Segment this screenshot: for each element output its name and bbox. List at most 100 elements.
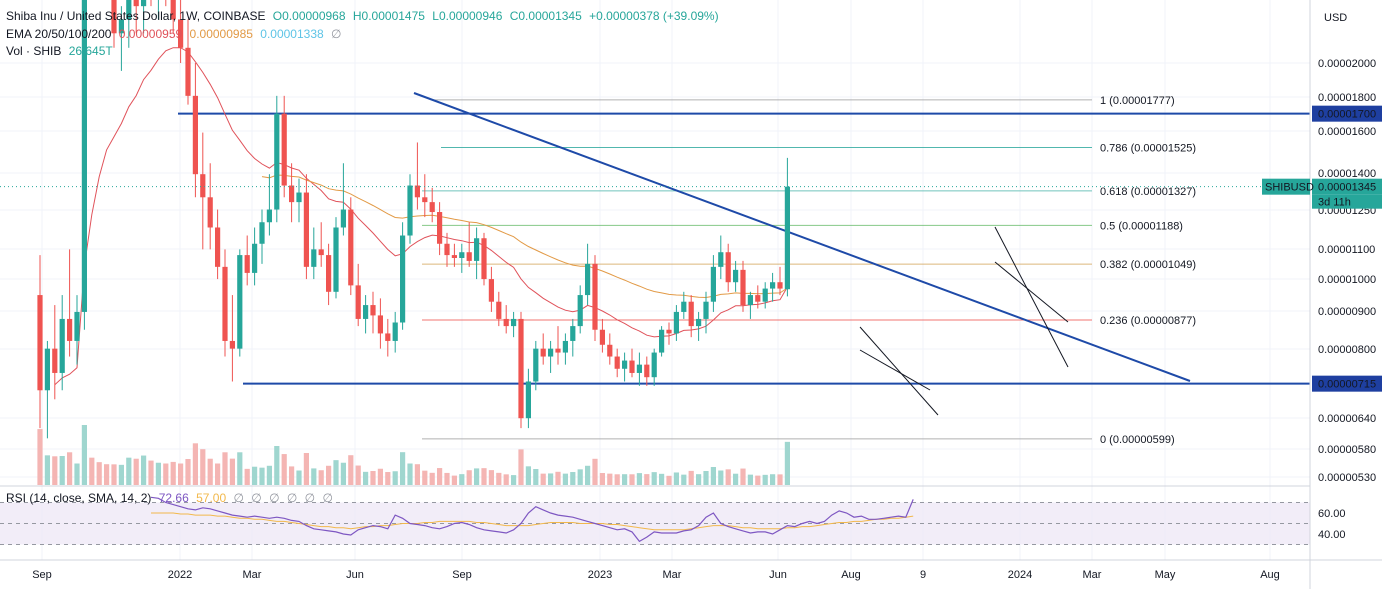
candle-body <box>659 329 665 353</box>
time-tick: 9 <box>920 569 926 581</box>
candle-body <box>725 252 731 283</box>
volume-bar <box>585 465 591 485</box>
candle-body <box>555 348 561 353</box>
ema50-line <box>261 174 788 299</box>
candle-body <box>370 305 376 316</box>
volume-bar <box>222 452 228 485</box>
volume-bar <box>496 472 502 485</box>
volume-bar <box>377 468 383 485</box>
volume-bar <box>237 452 243 485</box>
candle-body <box>340 209 346 228</box>
rsi-empty-2: ∅ <box>251 491 262 505</box>
volume-bar <box>755 475 761 485</box>
volume-bar <box>81 425 87 485</box>
candle-body <box>607 344 613 357</box>
price-tick: 0.00000800 <box>1318 344 1376 356</box>
volume-bar <box>111 464 117 485</box>
volume-bar <box>303 453 309 485</box>
candle-body <box>681 301 687 312</box>
fib-label: 1 (0.00001777) <box>1100 95 1175 107</box>
candle-body <box>481 238 487 280</box>
volume-bar <box>252 466 258 485</box>
volume-bar <box>488 470 494 485</box>
candle-body <box>185 47 191 96</box>
volume-bar <box>784 441 790 485</box>
volume-bar <box>289 466 295 485</box>
time-tick: May <box>1155 569 1176 581</box>
volume-bar <box>725 469 731 485</box>
volume-bar <box>666 475 672 485</box>
rsi-empty-1: ∅ <box>233 491 244 505</box>
volume-bar <box>451 475 457 485</box>
rsi-empty-6: ∅ <box>322 491 333 505</box>
time-tick: 2022 <box>168 569 192 581</box>
volume-bar <box>89 457 95 485</box>
candle-body <box>496 301 502 319</box>
low-value: L0.00000946 <box>432 9 503 23</box>
time-tick: Aug <box>841 569 861 581</box>
rsi-value: 72.66 <box>158 491 189 505</box>
candle-body <box>400 235 406 323</box>
volume-bar <box>96 462 102 485</box>
price-tick: 0.00000640 <box>1318 413 1376 425</box>
candle-body <box>518 318 524 419</box>
price-badge <box>1312 178 1382 195</box>
candle-body <box>244 255 250 273</box>
time-tick: Jun <box>769 569 787 581</box>
volume-bar <box>244 468 250 485</box>
candle-body <box>37 295 43 391</box>
candle-body <box>747 295 753 306</box>
candle-body <box>252 243 258 273</box>
candle-body <box>281 113 287 186</box>
volume-bar <box>340 462 346 485</box>
candle-body <box>703 301 709 319</box>
volume-bar <box>651 472 657 485</box>
candle-body <box>740 269 746 306</box>
candle-body <box>385 333 391 341</box>
volume-bar <box>422 470 428 485</box>
candle-body <box>444 243 450 256</box>
volume-bar <box>710 467 716 485</box>
volume-bar <box>207 458 213 485</box>
volume-bar <box>185 459 191 485</box>
rsi-empty-5: ∅ <box>304 491 316 505</box>
channel-line <box>859 326 939 416</box>
candle-body <box>44 348 50 391</box>
rsi-line <box>150 496 914 543</box>
candle-body <box>215 227 221 267</box>
price-tick: 0.00001600 <box>1318 126 1376 138</box>
candle-body <box>141 0 147 7</box>
volume-bar <box>281 454 287 485</box>
volume-bar <box>673 472 679 485</box>
candle-body <box>118 19 124 34</box>
candle-body <box>437 212 443 244</box>
volume-bar <box>636 473 642 485</box>
volume-bar <box>178 463 184 485</box>
change-value: +0.00000378 (+39.09%) <box>589 9 719 23</box>
volume-bar <box>733 473 739 485</box>
volume-bar <box>363 471 369 485</box>
volume-bar <box>148 460 154 485</box>
candle-body <box>622 360 628 369</box>
price-tick: 0.00000530 <box>1318 472 1376 484</box>
candle-body <box>178 19 184 48</box>
time-tick: Sep <box>452 569 472 581</box>
rsi-tick: 40.00 <box>1318 529 1346 541</box>
volume-bar <box>407 463 413 485</box>
candle-body <box>363 305 369 319</box>
volume-bar <box>592 458 598 485</box>
candle-body <box>770 282 776 289</box>
candle-body <box>533 348 539 382</box>
volume-bar <box>385 472 391 485</box>
candle-body <box>81 0 87 312</box>
volume-bar <box>259 467 265 485</box>
candle-body <box>429 202 435 213</box>
volume-bar <box>614 474 620 485</box>
volume-bar <box>607 473 613 485</box>
candle-body <box>333 227 339 292</box>
volume-bar <box>155 462 161 485</box>
volume-bar <box>770 474 776 485</box>
rsi-legend: RSI (14, close, SMA, 14, 2) 72.66 57.00 … <box>6 491 337 505</box>
